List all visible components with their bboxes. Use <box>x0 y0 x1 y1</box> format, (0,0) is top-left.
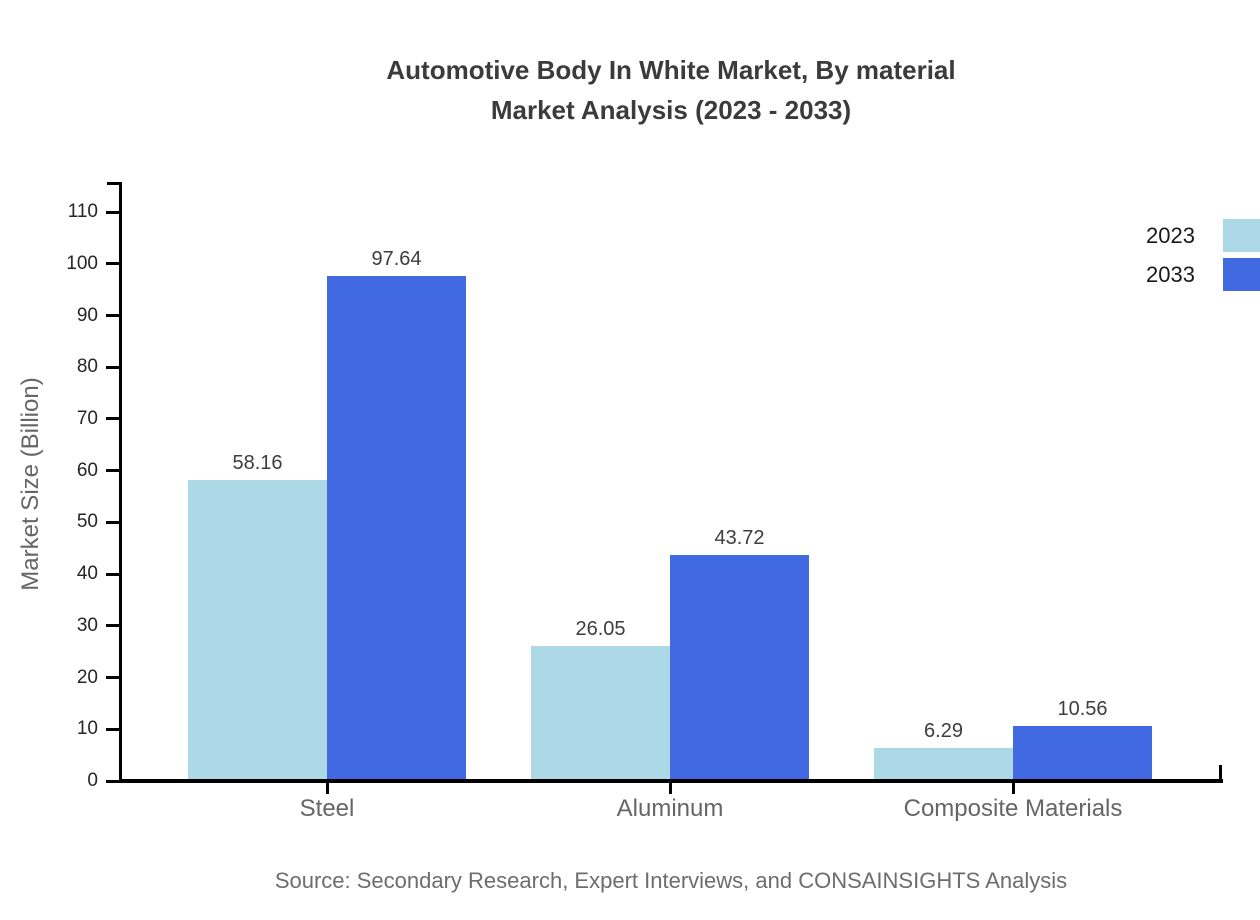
chart-title: Automotive Body In White Market, By mate… <box>120 50 1222 130</box>
y-tick-label-70: 70 <box>76 407 98 429</box>
bar-2023-composite-materials[interactable] <box>874 748 1013 781</box>
y-tick-30 <box>106 624 120 628</box>
legend-item-2023[interactable]: 2023 <box>1146 219 1260 252</box>
y-tick-label-80: 80 <box>76 356 98 378</box>
y-axis-line <box>119 182 122 783</box>
value-label-2023-composite-materials: 6.29 <box>924 720 963 743</box>
x-tick-label-aluminum: Aluminum <box>616 795 724 822</box>
y-tick-label-10: 10 <box>76 718 98 740</box>
y-tick-110 <box>106 210 120 214</box>
x-axis-end-cap <box>1219 765 1222 780</box>
x-tick-steel <box>325 783 329 794</box>
bar-2033-aluminum[interactable] <box>670 554 809 781</box>
y-tick-0 <box>106 779 120 783</box>
bar-2033-composite-materials[interactable] <box>1013 726 1152 781</box>
y-tick-label-40: 40 <box>76 563 98 585</box>
legend-swatch-2023 <box>1223 219 1260 252</box>
y-tick-20 <box>106 676 120 680</box>
y-tick-70 <box>106 417 120 421</box>
bar-2023-steel[interactable] <box>188 480 327 781</box>
y-tick-50 <box>106 520 120 524</box>
legend: 2023 2033 <box>1146 219 1260 297</box>
legend-label-2033: 2033 <box>1146 261 1195 287</box>
value-label-2023-aluminum: 26.05 <box>575 618 626 641</box>
value-label-2033-composite-materials: 10.56 <box>1057 698 1108 721</box>
source-note: Source: Secondary Research, Expert Inter… <box>274 868 1068 893</box>
x-tick-label-steel: Steel <box>299 795 355 822</box>
chart-title-line2: Market Analysis (2023 - 2033) <box>490 95 852 125</box>
y-tick-label-0: 0 <box>87 770 98 791</box>
y-tick-label-30: 30 <box>76 614 98 636</box>
y-tick-10 <box>106 727 120 731</box>
value-label-2023-steel: 58.16 <box>232 452 283 475</box>
legend-label-2023: 2023 <box>1146 222 1195 248</box>
x-tick-label-composite-materials: Composite Materials <box>903 795 1123 822</box>
y-tick-label-100: 100 <box>66 252 98 274</box>
y-tick-80 <box>106 365 120 369</box>
y-tick-100 <box>106 262 120 266</box>
bar-2033-steel[interactable] <box>327 276 466 781</box>
bar-2023-aluminum[interactable] <box>531 646 670 781</box>
y-tick-label-110: 110 <box>67 201 98 223</box>
x-axis-line <box>119 779 1223 783</box>
legend-item-2033[interactable]: 2033 <box>1146 258 1260 291</box>
chart-title-line1: Automotive Body In White Market, By mate… <box>386 55 956 85</box>
y-axis-end-cap <box>107 182 120 185</box>
x-tick-aluminum <box>668 783 672 794</box>
legend-swatch-2033 <box>1223 258 1260 291</box>
y-tick-label-20: 20 <box>76 666 98 688</box>
y-tick-label-50: 50 <box>76 511 98 533</box>
value-label-2033-steel: 97.64 <box>371 248 422 270</box>
x-tick-composite-materials <box>1011 783 1015 794</box>
value-label-2033-aluminum: 43.72 <box>714 526 765 549</box>
y-tick-60 <box>106 469 120 473</box>
y-tick-label-60: 60 <box>76 459 98 481</box>
y-tick-90 <box>106 314 120 318</box>
y-tick-label-90: 90 <box>76 304 98 326</box>
y-tick-40 <box>106 572 120 576</box>
